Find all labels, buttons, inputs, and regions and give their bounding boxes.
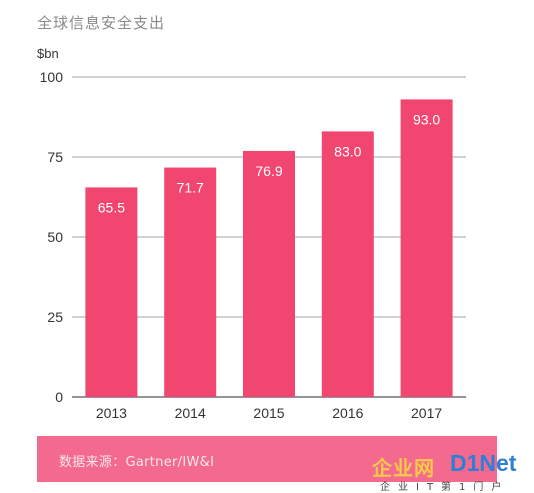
y-tick-label: 100	[40, 69, 64, 85]
bar-value-label: 93.0	[413, 111, 440, 127]
y-tick-label: 25	[47, 309, 63, 325]
axis-ticks: 0 25 50 75 100 2013 2014 2015 2016 2017	[40, 69, 443, 421]
x-tick-label: 2014	[175, 405, 206, 421]
bar-chart: 65.5 71.7 76.9 83.0 93.0 0 25 50 75 100 2013 2014 2…	[37, 46, 466, 421]
x-tick-label: 2016	[332, 405, 363, 421]
y-tick-label: 50	[47, 229, 63, 245]
y-axis-label: $bn	[37, 46, 59, 61]
bar-2014	[164, 167, 217, 397]
bar-value-label: 76.9	[255, 163, 282, 179]
bar-2016	[321, 131, 374, 397]
watermark-en: D1Net	[450, 450, 517, 476]
watermark-cn: 企业网	[372, 458, 435, 480]
bar-2013	[85, 187, 138, 397]
bar-value-label: 65.5	[98, 199, 125, 215]
bar-2017	[400, 99, 453, 398]
watermark-sub: 企业IT第1门户	[380, 482, 510, 493]
bars: 65.5 71.7 76.9 83.0 93.0	[85, 99, 453, 398]
bar-2015	[243, 150, 295, 397]
watermark-logo: 企业网 D1Net 企业IT第1门户	[372, 450, 532, 493]
y-tick-label: 75	[47, 149, 63, 165]
source-footer: 数据来源：Gartner/IW&I	[37, 436, 497, 482]
bar-value-label: 83.0	[334, 143, 361, 159]
x-tick-label: 2013	[96, 405, 127, 421]
chart-title: 全球信息安全支出	[37, 14, 166, 32]
y-tick-label: 0	[55, 389, 63, 405]
x-tick-label: 2015	[253, 405, 284, 421]
x-tick-label: 2017	[411, 405, 442, 421]
bar-value-label: 71.7	[177, 180, 204, 196]
source-text: 数据来源：Gartner/IW&I	[59, 455, 215, 470]
